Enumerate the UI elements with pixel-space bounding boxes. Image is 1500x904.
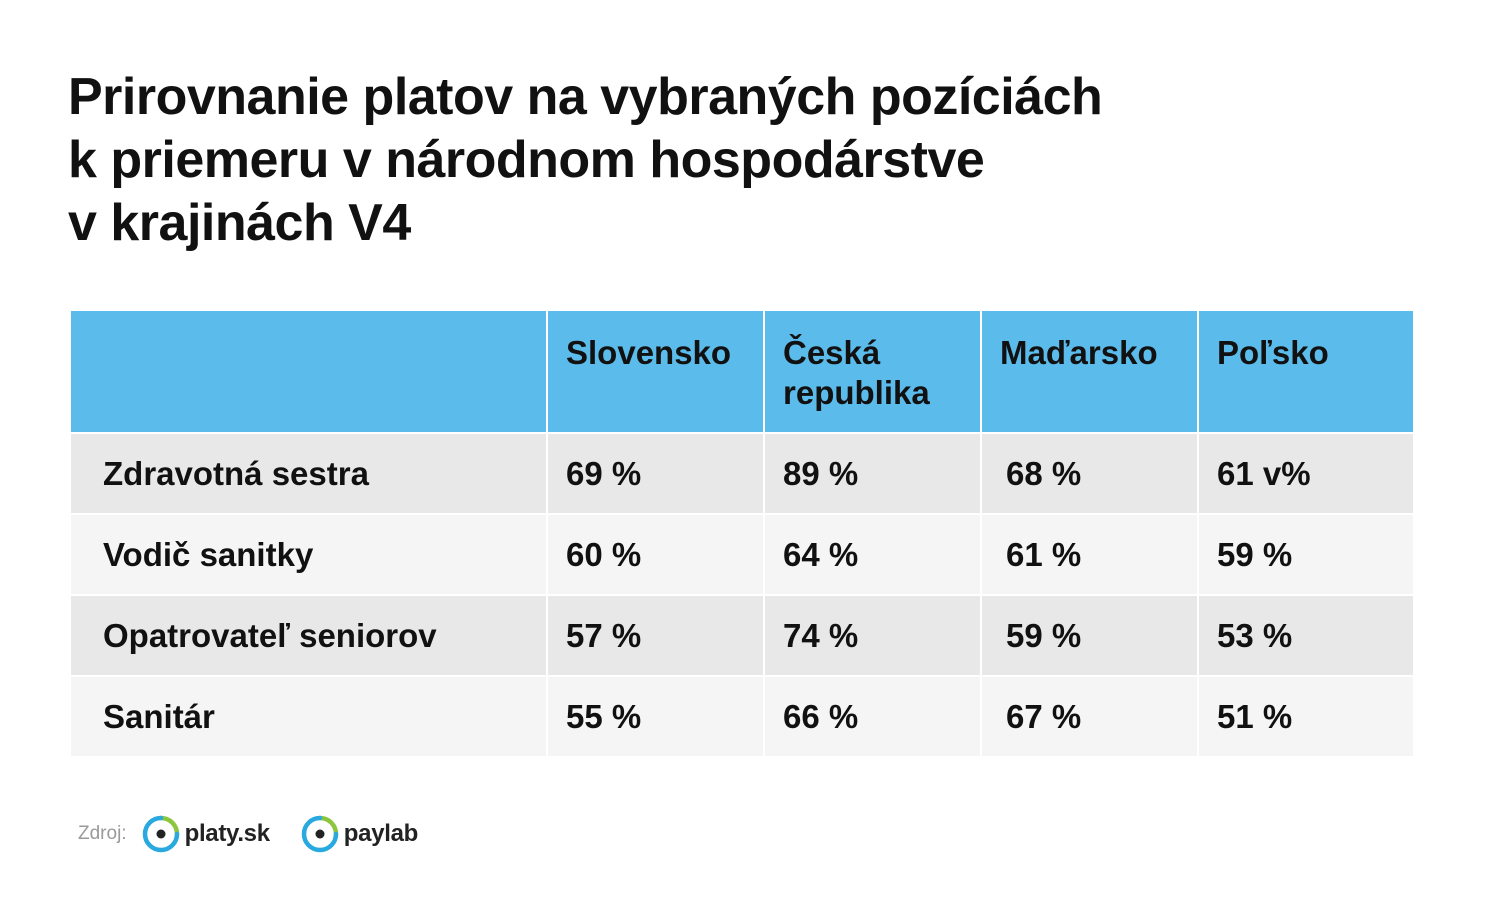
salary-table: Slovensko Česká republika Maďarsko Poľsk… (69, 309, 1415, 758)
table-row: Sanitár 55 % 66 % 67 % 51 % (69, 675, 1415, 758)
paylab-logo-icon (301, 815, 339, 853)
title-line: v krajinách V4 (68, 194, 411, 252)
value-cell: 61 % (980, 513, 1199, 596)
value-cell: 68 % (980, 432, 1199, 515)
source-footer: Zdroj: platy.sk paylab (78, 812, 448, 856)
platy-logo: platy.sk (141, 814, 270, 854)
value-cell: 59 % (1197, 513, 1415, 596)
header-cell-slovensko: Slovensko (546, 309, 765, 434)
value-cell: 53 % (1197, 594, 1415, 677)
table-row: Zdravotná sestra 69 % 89 % 68 % 61 v% (69, 432, 1415, 515)
row-label: Zdravotná sestra (69, 432, 548, 515)
header-cell-empty (69, 309, 548, 434)
platy-logo-icon (142, 815, 179, 853)
value-cell: 57 % (546, 594, 765, 677)
row-label: Vodič sanitky (69, 513, 548, 596)
header-cell-ceska-republika: Česká republika (763, 309, 982, 434)
header-text: Česká republika (783, 334, 930, 411)
source-label: Zdroj: (78, 823, 127, 844)
value-cell: 61 v% (1197, 432, 1415, 515)
value-cell: 55 % (546, 675, 765, 758)
value-cell: 74 % (763, 594, 982, 677)
value-cell: 66 % (763, 675, 982, 758)
value-cell: 59 % (980, 594, 1199, 677)
paylab-logo-text: paylab (343, 820, 419, 847)
platy-logo-text: platy.sk (184, 820, 271, 847)
value-cell: 89 % (763, 432, 982, 515)
chart-title: Prirovnanie platov na vybraných pozíciác… (68, 66, 1368, 255)
value-cell: 51 % (1197, 675, 1415, 758)
title-line: Prirovnanie platov na vybraných pozíciác… (68, 68, 1103, 126)
value-cell: 60 % (546, 513, 765, 596)
row-label: Sanitár (69, 675, 548, 758)
paylab-logo: paylab (300, 814, 418, 854)
table-header-row: Slovensko Česká republika Maďarsko Poľsk… (69, 309, 1415, 434)
table-row: Vodič sanitky 60 % 64 % 61 % 59 % (69, 513, 1415, 596)
value-cell: 69 % (546, 432, 765, 515)
title-line: k priemeru v národnom hospodárstve (68, 131, 985, 189)
table-row: Opatrovateľ seniorov 57 % 74 % 59 % 53 % (69, 594, 1415, 677)
value-cell: 67 % (980, 675, 1199, 758)
value-cell: 64 % (763, 513, 982, 596)
header-cell-polsko: Poľsko (1197, 309, 1415, 434)
header-cell-madarsko: Maďarsko (980, 309, 1199, 434)
row-label: Opatrovateľ seniorov (69, 594, 548, 677)
